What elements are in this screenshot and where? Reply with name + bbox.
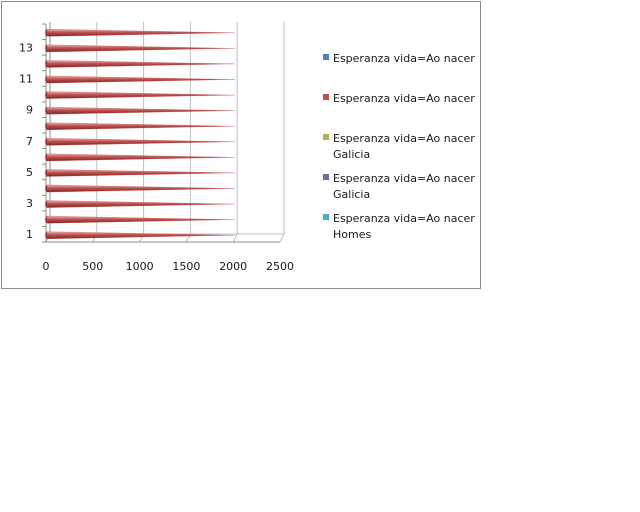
cone-bar [45, 215, 236, 224]
x-tick-label: 500 [82, 260, 103, 273]
legend-label: Galicia [333, 148, 370, 161]
cone-body [46, 184, 236, 193]
x-tick-label: 0 [43, 260, 50, 273]
legend-swatch [323, 214, 329, 220]
axes [42, 22, 284, 243]
cone-body [46, 28, 236, 37]
x-tick-label: 1000 [126, 260, 154, 273]
cone-bar [45, 137, 236, 146]
legend-entry: Esperanza vida=Ao nacer [323, 52, 475, 65]
cone-body [46, 231, 236, 240]
cone-bar [45, 122, 236, 131]
legend-label: Esperanza vida=Ao nacer [333, 92, 475, 105]
bars [45, 28, 236, 240]
legend-label: Esperanza vida=Ao nacer [333, 172, 475, 185]
cone-body [46, 200, 236, 208]
cone-body [46, 122, 236, 131]
legend-entry: Esperanza vida=Ao nacer Homes [323, 212, 475, 241]
cone-body [46, 106, 236, 115]
legend-swatch [323, 54, 329, 60]
legend-entry: Esperanza vida=Ao nacer Galicia [323, 132, 475, 161]
cone-bar [45, 153, 236, 162]
floor-line [279, 233, 285, 243]
cone-body [46, 137, 236, 146]
cone-body [46, 91, 236, 99]
cone-body [46, 153, 236, 162]
cone-bar [45, 231, 236, 240]
y-tick-label: 1 [26, 228, 33, 241]
x-tick-label: 2500 [266, 260, 294, 273]
legend-label: Galicia [333, 188, 370, 201]
legend-label: Esperanza vida=Ao nacer [333, 132, 475, 145]
legend-swatch [323, 94, 329, 100]
cone-bar [45, 44, 236, 53]
cone-body [46, 75, 236, 84]
y-tick-label: 7 [26, 135, 33, 148]
y-tick-label: 13 [19, 41, 33, 54]
cone-bar [45, 60, 236, 68]
cone-bar [45, 200, 236, 208]
cone-bar [45, 28, 236, 37]
cone-body [46, 215, 236, 224]
legend-label: Esperanza vida=Ao nacer [333, 212, 475, 225]
legend-entry: Esperanza vida=Ao nacer [323, 92, 475, 105]
cone-body [46, 44, 236, 53]
cone-bar [45, 169, 236, 177]
y-tick-label: 11 [19, 73, 33, 86]
chart-frame: 0 500 1000 1500 2000 2500 1 3 5 7 9 11 13 Esperanza… [1, 1, 481, 289]
y-tick-label: 9 [26, 104, 33, 117]
gridlines [45, 22, 285, 243]
cone-bar [45, 75, 236, 84]
floor-line [232, 233, 238, 243]
x-tick-label: 2000 [219, 260, 247, 273]
cone-bar [45, 184, 236, 193]
cone-body [46, 169, 236, 177]
y-tick-label: 3 [26, 197, 33, 210]
legend-entry: Esperanza vida=Ao nacer Galicia [323, 172, 475, 201]
cone-bar [45, 91, 236, 99]
x-tick-label: 1500 [172, 260, 200, 273]
legend-swatch [323, 134, 329, 140]
x-tick-labels: 0 500 1000 1500 2000 2500 [43, 260, 295, 273]
legend-label: Homes [333, 228, 371, 241]
legend-label: Esperanza vida=Ao nacer [333, 52, 475, 65]
legend-swatch [323, 174, 329, 180]
cone-body [46, 60, 236, 68]
cone-bar [45, 106, 236, 115]
y-tick-label: 5 [26, 166, 33, 179]
